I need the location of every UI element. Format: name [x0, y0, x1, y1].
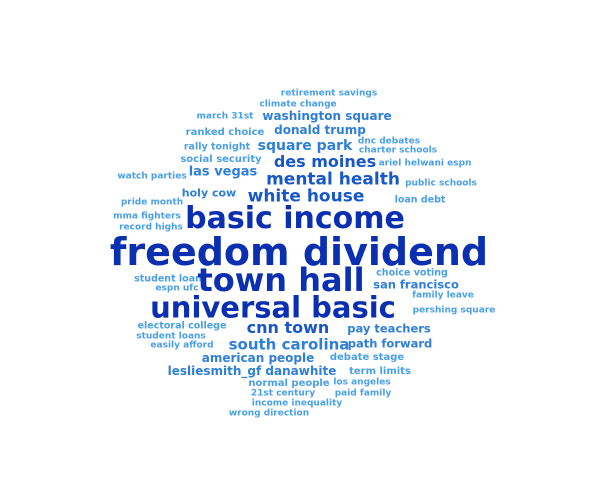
word-social-security: social security: [180, 154, 262, 165]
word-american-people: american people: [201, 351, 315, 365]
word-term-limits: term limits: [349, 366, 411, 377]
word-mental-health: mental health: [266, 169, 400, 190]
word-square-park: square park: [257, 138, 353, 154]
word-21st-century: 21st century: [250, 388, 316, 399]
word-family-leave: family leave: [412, 290, 474, 301]
word-white-house: white house: [247, 186, 365, 207]
word-rally-tonight: rally tonight: [183, 141, 251, 153]
word-holy-cow: holy cow: [181, 186, 237, 200]
word-freedom-dividend: freedom dividend: [109, 230, 489, 274]
word-electoral-college: electoral college: [137, 320, 227, 332]
word-espn-ufc: espn ufc: [155, 283, 199, 294]
word-watch-parties: watch parties: [117, 171, 187, 182]
word-lesliesmith-gf-danawhite: lesliesmith_gf danawhite: [167, 364, 337, 378]
word-pershing-square: pershing square: [412, 305, 496, 316]
word-donald-trump: donald trump: [274, 123, 366, 137]
word-ariel-helwani-espn: ariel helwani espn: [378, 158, 472, 169]
word-retirement-savings: retirement savings: [280, 88, 378, 99]
word-cnn-town: cnn town: [246, 318, 330, 337]
word-ranked-choice: ranked choice: [185, 127, 265, 138]
word-universal-basic: universal basic: [150, 290, 396, 325]
word-charter-schools: charter schools: [358, 145, 438, 156]
word-easily-afford: easily afford: [150, 340, 214, 351]
word-pride-month: pride month: [120, 197, 184, 208]
word-basic-income: basic income: [185, 201, 405, 236]
word-town-hall: town hall: [197, 261, 365, 299]
word-washington-square: washington square: [262, 109, 392, 123]
word-debate-stage: debate stage: [329, 352, 405, 363]
word-path-forward: path forward: [347, 336, 433, 351]
word-dnc-debates: dnc debates: [357, 136, 421, 147]
word-income-inequality: income inequality: [251, 398, 343, 409]
word-normal-people: normal people: [248, 378, 330, 389]
word-pay-teachers: pay teachers: [347, 321, 431, 336]
word-paid-family: paid family: [334, 388, 392, 399]
word-des-moines: des moines: [273, 152, 377, 171]
word-loan-debt: loan debt: [394, 194, 446, 206]
word-mma-fighters: mma fighters: [113, 211, 181, 222]
word-san-francisco: san francisco: [373, 277, 459, 292]
word-public-schools: public schools: [405, 178, 477, 189]
word-los-angeles: los angeles: [333, 377, 391, 388]
word-record-highs: record highs: [119, 222, 183, 233]
word-south-carolina: south carolina: [228, 335, 350, 354]
word-student-loan: student loan: [134, 273, 202, 285]
word-wrong-direction: wrong direction: [228, 408, 310, 419]
word-choice-voting: choice voting: [376, 267, 448, 279]
word-march-31st: march 31st: [196, 111, 254, 122]
word-las-vegas: las vegas: [188, 164, 258, 180]
word-climate-change: climate change: [259, 99, 337, 110]
word-student-loans: student loans: [136, 331, 206, 342]
